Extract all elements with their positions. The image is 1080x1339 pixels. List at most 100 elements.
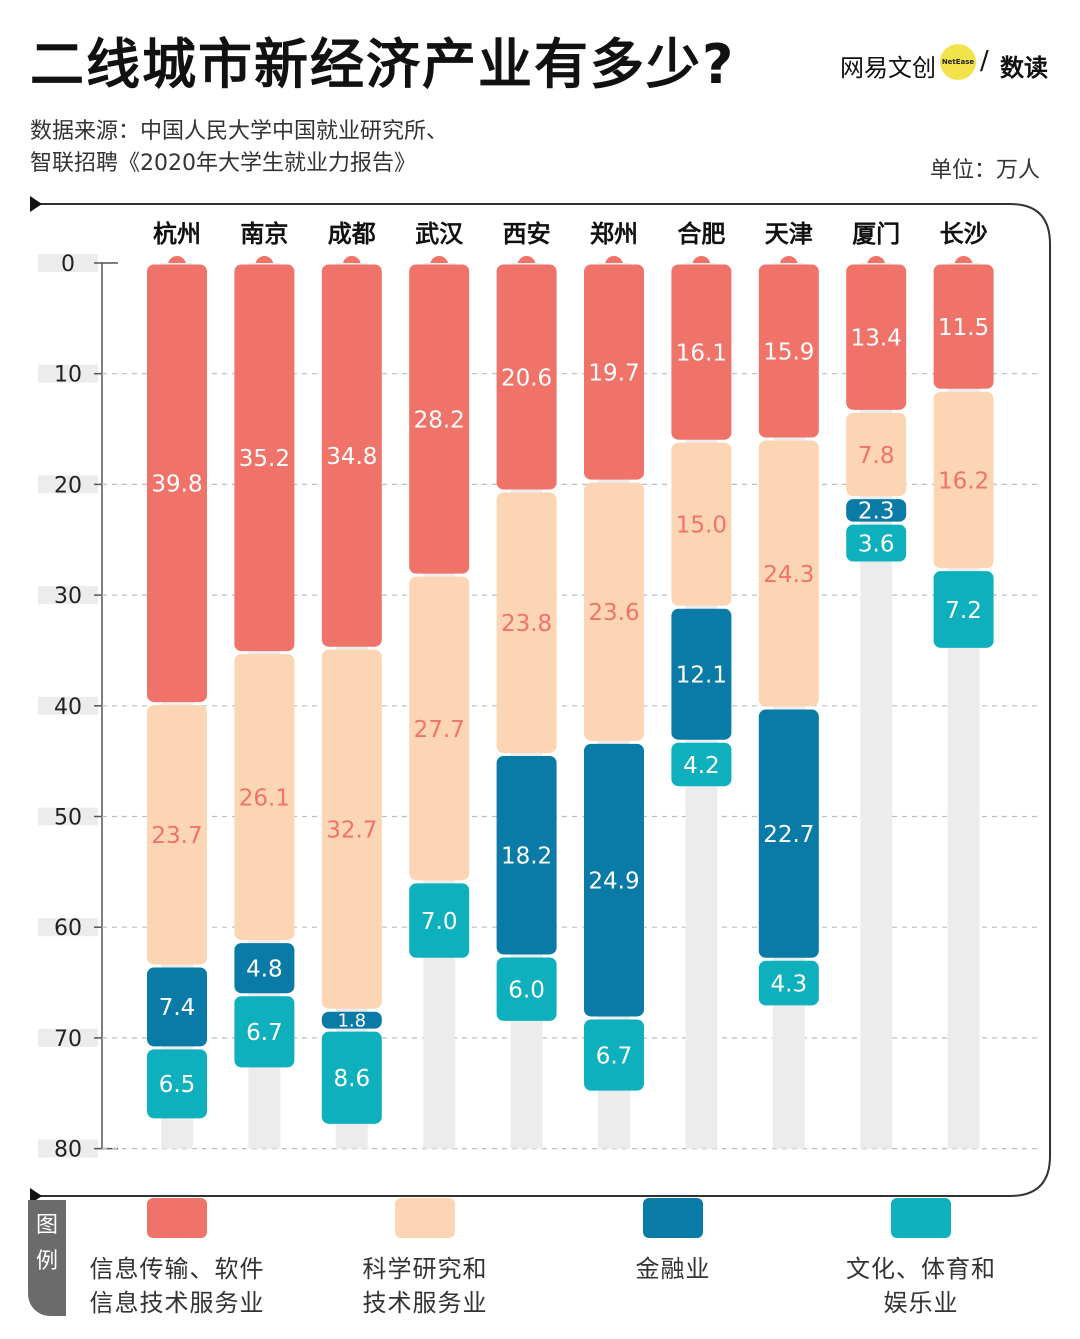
legend-item-fin: 金融业 [578,1198,768,1286]
bar-fin-2 [321,1011,382,1029]
bar-label-it-3: 28.2 [414,407,465,433]
logo-shudu-text: 数读 [1000,54,1048,82]
legend-label-fin: 金融业 [635,1255,711,1283]
legend-swatch-sci [395,1198,455,1238]
bar-label-it-5: 19.7 [588,360,639,386]
bar-label-it-8: 13.4 [851,325,902,351]
bar-fin-0 [147,967,207,1047]
logo-netease-text: 网易文创 [840,54,936,82]
legend-item-it: 信息传输、软件 信息技术服务业 [82,1198,272,1320]
bar-label-fin-1: 4.8 [246,956,283,982]
y-tick-label-30: 30 [54,584,82,609]
bar-it-7 [758,264,819,438]
bar-fin-4 [496,756,557,955]
bar-label-cul-4: 6.0 [508,977,545,1003]
bar-cap-0 [168,256,186,265]
bar-cap-7 [779,256,798,265]
bar-it-8 [846,264,907,410]
bar-cul-6 [671,742,732,787]
y-tick-bg-0 [38,254,98,272]
bar-cul-2 [321,1031,382,1124]
bar-label-cul-8: 3.6 [858,531,895,557]
bar-label-sci-7: 24.3 [763,562,814,588]
bar-fin-7 [758,709,819,958]
bar-label-cul-9: 7.2 [945,598,982,624]
bar-it-4 [496,264,557,490]
bar-label-sci-1: 26.1 [239,785,290,811]
bar-label-sci-2: 32.7 [326,818,377,844]
category-label-4: 西安 [503,220,551,248]
bar-label-cul-1: 6.7 [246,1020,283,1046]
unit-label: 单位：万人 [929,158,1040,183]
logo-badge: NetEase [940,44,976,80]
bar-label-sci-8: 7.8 [858,443,895,469]
bar-it-6 [671,264,732,440]
bar-label-fin-5: 24.9 [588,868,639,894]
category-label-0: 杭州 [153,220,201,248]
bar-sci-1 [234,654,295,941]
legend-tab: 图例 [28,1200,66,1316]
category-label-5: 郑州 [590,220,638,248]
chart-frame [40,203,1051,1197]
frame-arrow-top [30,196,42,212]
bar-cul-3 [409,883,470,958]
legend-swatch-fin [643,1198,703,1238]
bar-fin-5 [584,743,644,1017]
legend-swatch-cul [891,1198,951,1238]
bar-label-fin-6: 12.1 [676,663,727,689]
category-label-6: 合肥 [677,220,725,248]
bar-cap-3 [430,256,449,265]
bar-it-0 [147,264,207,703]
bar-label-it-2: 34.8 [326,444,377,470]
bar-sci-2 [321,649,382,1009]
bar-label-fin-0: 7.4 [159,995,196,1021]
y-tick-bg-50 [38,807,98,826]
bar-label-sci-3: 27.7 [414,717,465,743]
y-tick-bg-30 [38,586,98,605]
bar-sci-7 [758,440,819,707]
bar-label-sci-4: 23.8 [501,611,552,637]
brand-logo: 网易文创 NetEase / 数读 [840,44,1060,84]
category-label-7: 天津 [765,220,813,248]
bar-sci-0 [147,705,207,965]
bar-sci-9 [933,391,994,569]
bar-cap-4 [517,256,536,265]
bar-cul-5 [584,1019,644,1091]
bar-label-cul-6: 4.2 [683,753,720,779]
bar-sci-3 [409,576,470,881]
data-source: 数据来源：中国人民大学中国就业研究所、 智联招聘《2020年大学生就业力报告》 [30,116,448,180]
y-tick-bg-60 [38,918,98,937]
legend-label-sci: 科学研究和 技术服务业 [362,1255,488,1317]
bar-sci-6 [671,442,732,606]
bar-fin-8 [846,499,907,522]
bar-it-5 [584,264,644,480]
legend-swatch-it [147,1198,207,1238]
source-line-1: 数据来源：中国人民大学中国就业研究所、 [30,119,449,144]
y-tick-bg-40 [38,696,98,715]
bar-cul-0 [147,1049,207,1119]
bar-cap-9 [954,256,973,265]
bar-cul-9 [933,571,994,648]
source-line-2: 智联招聘《2020年大学生就业力报告》 [30,151,416,176]
bar-cap-6 [692,256,711,265]
bar-it-9 [933,264,994,389]
legend-label-it: 信息传输、软件 信息技术服务业 [89,1255,265,1317]
bar-label-it-1: 35.2 [239,446,290,472]
bar-cul-1 [234,996,295,1068]
bar-label-it-0: 39.8 [151,472,202,498]
bar-label-sci-6: 15.0 [676,513,727,539]
bar-sci-4 [496,492,557,754]
bar-label-cul-2: 8.6 [334,1066,371,1092]
y-tick-label-20: 20 [54,473,82,498]
y-tick-bg-10 [38,364,98,383]
y-tick-label-70: 70 [54,1027,82,1052]
bar-it-1 [234,264,295,652]
bar-label-it-6: 16.1 [676,340,727,366]
bar-it-3 [409,264,470,574]
bar-cap-5 [605,256,623,265]
category-label-9: 长沙 [940,220,988,248]
bar-cap-1 [255,256,274,265]
bar-label-sci-5: 23.6 [588,600,639,626]
category-label-2: 成都 [328,220,376,248]
